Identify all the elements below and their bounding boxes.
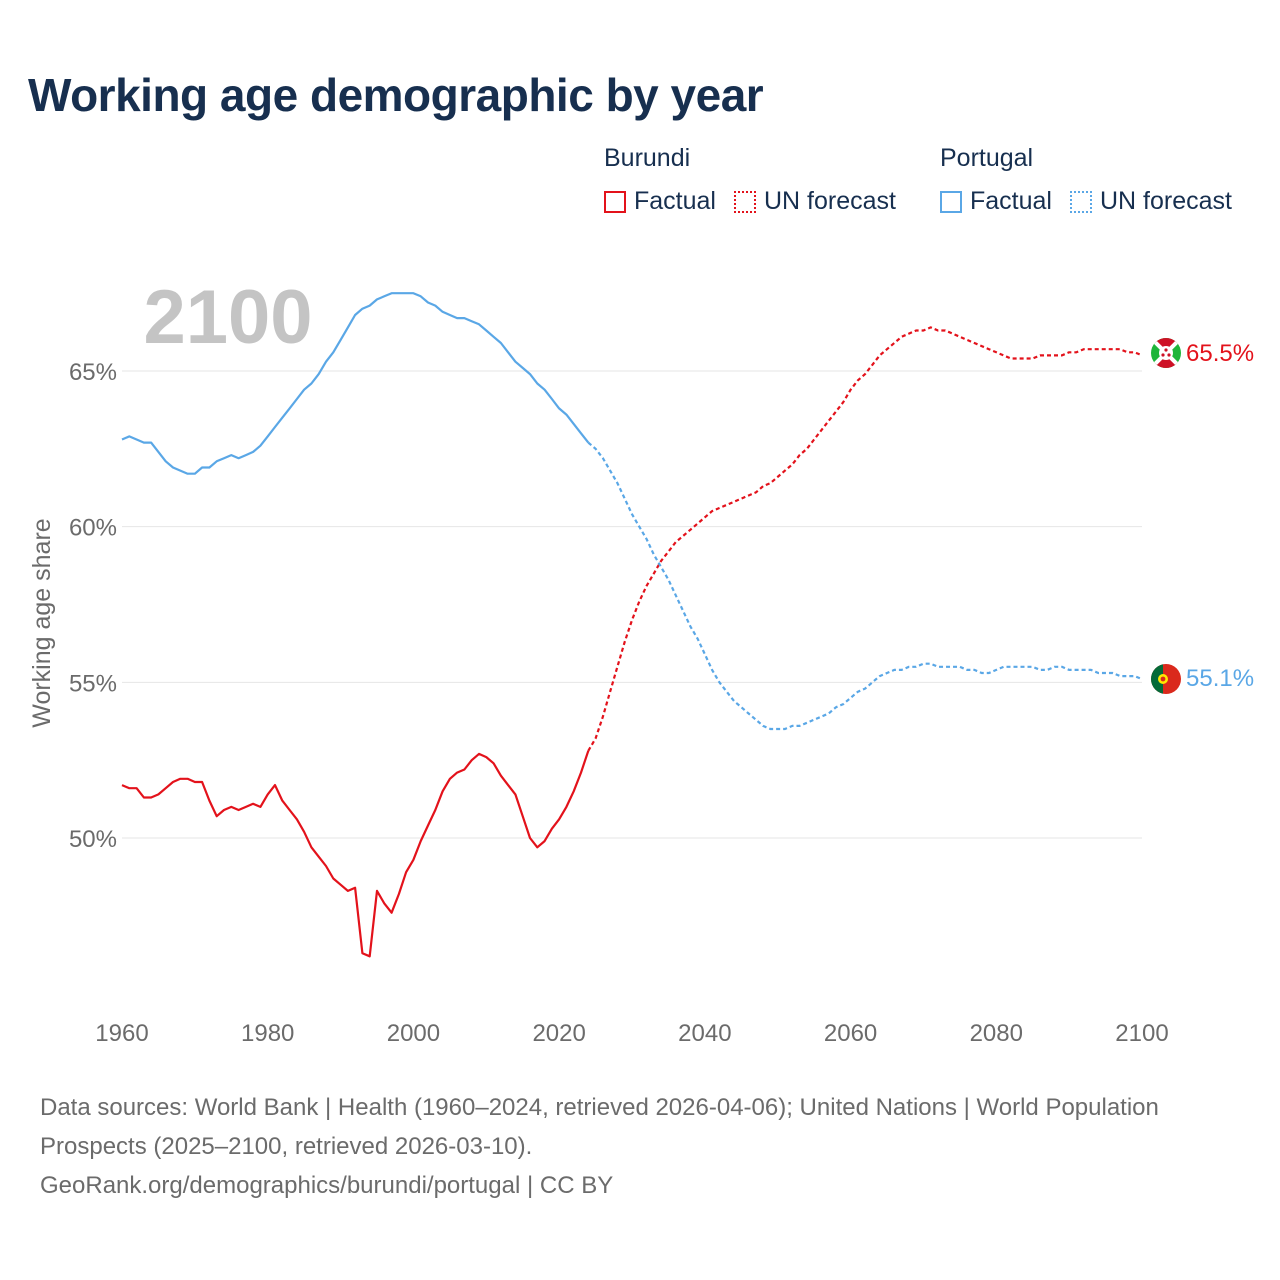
legend-swatch-solid <box>940 190 962 213</box>
portugal-end-label: 55.1% <box>1186 665 1254 692</box>
legend-portugal-factual[interactable]: Factual <box>940 187 1052 216</box>
burundi-flag-icon <box>1151 338 1181 368</box>
x-tick-label: 2000 <box>387 1020 440 1047</box>
y-tick-label: 50% <box>69 826 117 853</box>
chart-title: Working age demographic by year <box>28 69 764 121</box>
y-axis-label: Working age share <box>28 518 56 727</box>
sources-link[interactable]: GeoRank.org/demographics/burundi/portuga… <box>40 1172 614 1199</box>
x-tick-label: 2040 <box>678 1020 731 1047</box>
legend-label: UN forecast <box>1099 187 1232 215</box>
portugal-flag-icon <box>1151 664 1181 694</box>
series-line-portugal-forecast <box>587 441 1143 731</box>
x-axis-ticks: 1960 1980 2000 2020 2040 2060 2080 2100 <box>95 1020 1168 1047</box>
series-line-burundi-factual <box>121 750 590 958</box>
legend-group-portugal: Portugal Factual UN forecast <box>940 144 1232 216</box>
legend-label: Factual <box>634 187 716 215</box>
legend-label: UN forecast <box>763 187 896 215</box>
series-lines <box>121 292 1143 958</box>
x-tick-label: 2020 <box>532 1020 585 1047</box>
series-line-portugal-factual <box>121 292 590 475</box>
legend-country-portugal: Portugal <box>940 144 1034 172</box>
series-line-burundi-forecast <box>587 326 1143 752</box>
data-sources: Data sources: World Bank | Health (1960–… <box>40 1088 1240 1205</box>
legend-burundi-forecast[interactable]: UN forecast <box>733 187 896 216</box>
y-tick-label: 55% <box>69 670 117 697</box>
x-tick-label: 2100 <box>1115 1020 1168 1047</box>
sources-text: Data sources: World Bank | Health (1960–… <box>40 1094 1159 1160</box>
x-tick-label: 2060 <box>824 1020 877 1047</box>
y-axis-ticks: 50% 55% 60% 65% <box>69 359 117 853</box>
legend-country-burundi: Burundi <box>604 144 691 172</box>
legend-group-burundi: Burundi Factual UN forecast <box>604 144 914 216</box>
grid-lines <box>122 370 1142 839</box>
burundi-end-label: 65.5% <box>1186 340 1254 367</box>
legend-swatch-dotted <box>733 190 756 213</box>
x-tick-label: 2080 <box>970 1020 1023 1047</box>
legend-swatch-dotted <box>1069 190 1092 213</box>
legend-burundi-factual[interactable]: Factual <box>604 187 716 216</box>
legend-swatch-solid <box>604 190 626 213</box>
x-tick-label: 1960 <box>95 1020 148 1047</box>
legend-label: Factual <box>970 187 1052 215</box>
y-tick-label: 65% <box>69 359 117 386</box>
y-tick-label: 60% <box>69 515 117 542</box>
year-watermark: 2100 <box>143 275 312 360</box>
legend-portugal-forecast[interactable]: UN forecast <box>1069 187 1232 216</box>
x-tick-label: 1980 <box>241 1020 294 1047</box>
line-chart: 2100 50% 55% 60% 65% 1960 1980 2000 2020 2040 20… <box>28 275 1254 1047</box>
